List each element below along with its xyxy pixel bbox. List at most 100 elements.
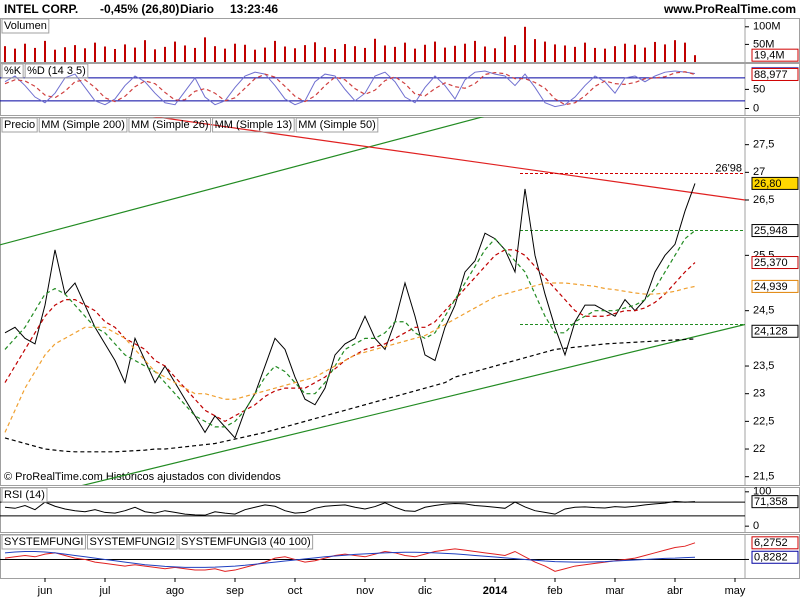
trend-line <box>152 117 745 201</box>
y-tick-label: 50M <box>753 38 774 50</box>
volume-bar <box>144 40 146 62</box>
volume-bar <box>524 26 526 62</box>
volume-bar <box>34 47 36 62</box>
volume-bar <box>54 49 56 62</box>
volume-bar <box>304 45 306 62</box>
x-tick-label: nov <box>356 585 374 597</box>
x-tick-label: abr <box>667 585 683 597</box>
plot <box>0 500 745 517</box>
legend-box <box>178 534 314 550</box>
y-tick-label: 22,5 <box>753 415 774 427</box>
price-badge <box>751 550 799 564</box>
legend-entry: MM (Simple 200) <box>41 119 125 131</box>
x-tick-label: dic <box>418 585 433 597</box>
x-tick-label: feb <box>547 585 562 597</box>
volume-bar <box>434 41 436 62</box>
plot <box>0 117 745 485</box>
volume-bar <box>654 41 656 62</box>
volume-bar <box>364 47 366 62</box>
volume-bar <box>504 36 506 62</box>
legend-entry: %K <box>4 65 22 77</box>
legend-box <box>86 534 178 550</box>
legend-entry: SYSTEMFUNGI3 (40 100) <box>181 536 311 548</box>
volume-bar <box>404 42 406 62</box>
price-badge-label: 0,8282 <box>754 552 788 564</box>
price-badge-label: 25,948 <box>754 225 788 237</box>
price-badge <box>751 224 799 238</box>
volume-bar <box>684 42 686 62</box>
legend-box <box>1 18 50 34</box>
series-line <box>4 71 696 106</box>
legend-box <box>128 117 212 133</box>
y-tick-label: 50 <box>753 83 765 95</box>
plot <box>4 26 696 62</box>
volume-bar <box>564 45 566 62</box>
volume-bar <box>294 48 296 62</box>
x-tick-label: may <box>725 585 746 597</box>
x-tick-label: ago <box>166 585 184 597</box>
volume-bar <box>4 46 6 62</box>
volume-bar <box>84 48 86 62</box>
legend-box <box>24 63 89 79</box>
volume-bar <box>484 46 486 62</box>
y-tick-label: 23 <box>753 388 765 400</box>
volume-bar <box>624 43 626 62</box>
volume-bar <box>184 45 186 62</box>
level-label: 26'98 <box>715 162 742 174</box>
series-line <box>4 230 696 428</box>
volume-bar <box>424 44 426 62</box>
panel-title: Volumen <box>4 20 47 32</box>
x-tick-label: 2014 <box>483 585 508 597</box>
y-tick-label: 100 <box>753 486 771 498</box>
volume-bar <box>464 43 466 62</box>
symbol: INTEL CORP. <box>4 2 78 16</box>
volume-bar <box>664 44 666 62</box>
panel-title: RSI (14) <box>4 489 45 501</box>
volume-bar <box>444 47 446 62</box>
x-tick-label: mar <box>606 585 625 597</box>
volume-bar <box>74 45 76 62</box>
price-badge-label: 26,80 <box>754 178 782 190</box>
legend-box <box>1 63 24 79</box>
volume-bar <box>584 42 586 62</box>
price-badge <box>751 256 799 270</box>
trend-line <box>0 117 485 246</box>
price-badge-label: 6,2752 <box>754 537 788 549</box>
series-line <box>4 70 696 108</box>
price-badge-label: 24,939 <box>754 281 788 293</box>
legend-box <box>212 117 295 133</box>
trend-line <box>81 323 745 485</box>
price-badge-label: 88,977 <box>754 69 788 81</box>
panel-title: SYSTEMFUNGI <box>4 536 83 548</box>
y-tick-label: 22 <box>753 443 765 455</box>
volume-bar <box>674 40 676 62</box>
x-tick-label: jul <box>98 585 110 597</box>
volume-bar <box>134 47 136 62</box>
legend-box <box>1 487 48 503</box>
change: -0,45% (26,80) <box>100 2 179 16</box>
y-tick-label: 0 <box>753 102 759 114</box>
volume-bar <box>394 46 396 62</box>
x-tick-label: oct <box>288 585 303 597</box>
y-tick-label: 27,5 <box>753 139 774 151</box>
volume-bar <box>194 47 196 62</box>
volume-bar <box>44 40 46 62</box>
panel-title: Precio <box>4 119 35 131</box>
volume-bar <box>494 48 496 62</box>
series-line <box>4 500 696 516</box>
volume-bar <box>544 41 546 62</box>
volume-bar <box>64 47 66 62</box>
volume-bar <box>264 47 266 62</box>
volume-bar <box>594 47 596 62</box>
volume-bar <box>454 45 456 62</box>
volume-bar <box>274 40 276 62</box>
volume-bar <box>644 47 646 62</box>
x-tick-label: sep <box>226 585 244 597</box>
y-tick-label: 100M <box>753 21 781 33</box>
legend-box <box>295 117 379 133</box>
price-badge <box>751 536 799 550</box>
volume-bar <box>154 49 156 62</box>
watermark: © ProRealTime.com Históricos ajustados c… <box>4 471 281 483</box>
